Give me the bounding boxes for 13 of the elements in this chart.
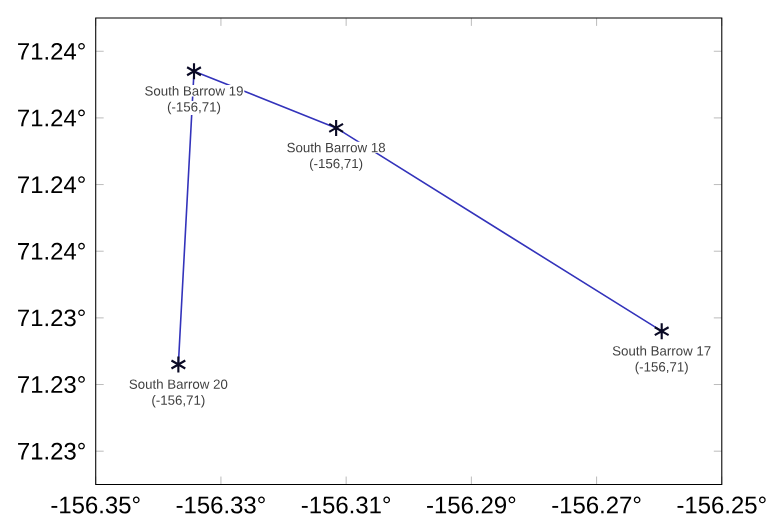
x-tick-label: -156.27° bbox=[552, 496, 641, 514]
y-tick-label: 71.24° bbox=[18, 242, 85, 260]
x-tick-label: -156.35° bbox=[51, 496, 140, 514]
y-tick-label: 71.23° bbox=[18, 309, 85, 327]
y-tick-label: 71.23° bbox=[18, 442, 85, 460]
x-tick-label: -156.31° bbox=[301, 496, 391, 514]
y-tick-label: 71.24° bbox=[18, 109, 85, 127]
x-tick-label: -156.25° bbox=[677, 496, 766, 514]
x-tick-label: -156.33° bbox=[176, 496, 265, 514]
x-tick-label: -156.29° bbox=[427, 496, 516, 514]
y-tick-label: 71.24° bbox=[18, 42, 85, 60]
y-tick-label: 71.24° bbox=[18, 176, 85, 193]
y-tick-label: 71.23° bbox=[18, 375, 85, 393]
